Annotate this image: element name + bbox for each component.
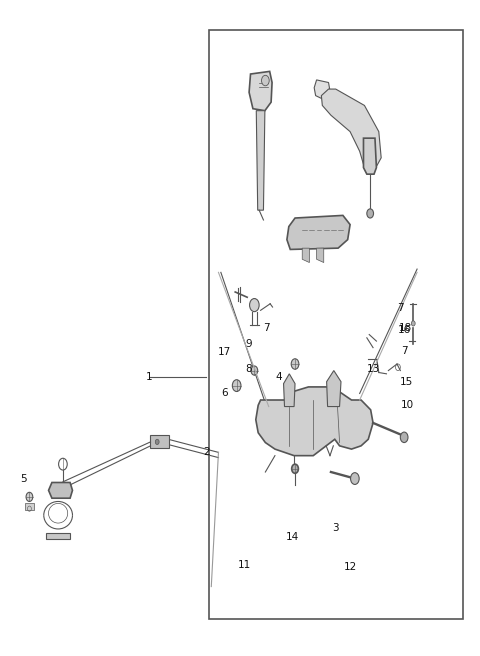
Polygon shape xyxy=(314,80,330,100)
Text: 7: 7 xyxy=(401,346,408,356)
Text: 2: 2 xyxy=(203,447,210,457)
Polygon shape xyxy=(284,374,295,407)
Circle shape xyxy=(350,473,359,484)
Text: 1: 1 xyxy=(146,372,152,382)
Bar xyxy=(151,436,168,449)
Text: 4: 4 xyxy=(275,372,282,382)
Circle shape xyxy=(400,432,408,443)
Polygon shape xyxy=(302,248,310,262)
Circle shape xyxy=(411,321,415,326)
Circle shape xyxy=(292,464,299,474)
Circle shape xyxy=(251,366,258,375)
Text: 3: 3 xyxy=(333,523,339,533)
Text: 9: 9 xyxy=(246,338,252,349)
Polygon shape xyxy=(287,215,350,249)
Circle shape xyxy=(262,75,269,86)
Polygon shape xyxy=(48,483,72,498)
Polygon shape xyxy=(249,72,272,111)
Polygon shape xyxy=(317,248,324,262)
Bar xyxy=(46,533,70,539)
Circle shape xyxy=(26,492,33,501)
Text: 17: 17 xyxy=(217,346,231,357)
Polygon shape xyxy=(363,138,376,174)
Text: 5: 5 xyxy=(20,474,27,483)
Text: 7: 7 xyxy=(263,323,270,333)
Bar xyxy=(209,30,463,619)
Polygon shape xyxy=(326,371,341,407)
Bar xyxy=(24,503,34,510)
Text: 10: 10 xyxy=(401,400,414,410)
Circle shape xyxy=(250,298,259,312)
Text: 7: 7 xyxy=(397,303,404,314)
Text: 16: 16 xyxy=(397,325,411,335)
Circle shape xyxy=(156,440,159,445)
Text: 6: 6 xyxy=(221,388,228,398)
Text: 14: 14 xyxy=(286,533,299,543)
Text: 18: 18 xyxy=(398,323,412,333)
Text: 12: 12 xyxy=(344,562,357,572)
Circle shape xyxy=(367,209,373,218)
Text: 13: 13 xyxy=(366,363,380,373)
Text: 15: 15 xyxy=(400,377,413,386)
Polygon shape xyxy=(256,387,373,456)
Circle shape xyxy=(291,359,299,369)
Polygon shape xyxy=(322,89,381,171)
Text: 11: 11 xyxy=(238,560,252,570)
Polygon shape xyxy=(256,111,265,210)
Text: 8: 8 xyxy=(245,364,252,374)
Circle shape xyxy=(232,380,241,392)
